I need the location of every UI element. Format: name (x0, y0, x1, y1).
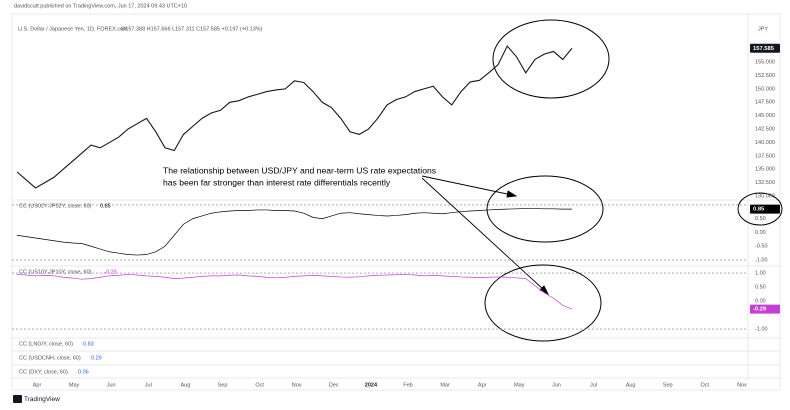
indicator-title: CC (LNG/Y, close, 60) (19, 341, 73, 347)
y-tick-label: -0.50 (755, 244, 768, 250)
indicator-value: 0.29 (91, 355, 102, 361)
annotation-line: has been far stronger than interest rate… (163, 177, 391, 187)
highlight-circles (484, 19, 783, 342)
indicator-title: CC (USDCNH, close, 60) (19, 355, 81, 361)
arrows (421, 175, 550, 296)
x-tick-label: Sep (218, 382, 228, 388)
brand-name: TradingView (24, 396, 60, 403)
x-tick-label: Jul (590, 382, 597, 388)
y-tick-label: -1.00 (755, 327, 768, 333)
y-tick-label: 132.500 (755, 180, 775, 186)
series-line (16, 274, 573, 310)
y-tick-label: 130.000 (755, 193, 775, 199)
x-tick-label: Oct (255, 382, 264, 388)
x-tick-label: Apr (33, 382, 42, 388)
x-tick-label: Aug (626, 382, 636, 388)
x-tick-label: Dec (329, 382, 339, 388)
last-value-label: 157.585 (753, 46, 775, 52)
y-tick-label: 0.50 (755, 216, 766, 222)
y-tick-label: -1.00 (755, 257, 768, 263)
indicator-title: CC (DXY, close, 60) (19, 369, 68, 375)
y-tick-label: 135.000 (755, 167, 775, 173)
series-line (16, 45, 573, 189)
last-value-box (750, 43, 780, 53)
indicator-title: CC (US02Y-JP02Y, close, 60) (19, 203, 92, 209)
y-tick-label: 142.500 (755, 127, 775, 133)
y-tick-label: 0.00 (755, 299, 766, 305)
indicator-value: 0.83 (83, 341, 94, 347)
x-tick-label: Jun (552, 382, 561, 388)
brand-logo: TradingView (13, 395, 60, 403)
highlight-ellipse (486, 175, 604, 243)
last-value-box (750, 204, 780, 214)
y-tick-label: 150.000 (755, 86, 775, 92)
y-tick-label: 140.000 (755, 140, 775, 146)
x-tick-label: Oct (701, 382, 710, 388)
indicator-value: 0.85 (100, 203, 111, 209)
y-tick-label: 145.000 (755, 113, 775, 119)
indicator-value: -0.29 (104, 269, 117, 275)
y-tick-label: 152.500 (755, 73, 775, 79)
x-tick-label: Aug (181, 382, 191, 388)
y-tick-label: 0.00 (755, 230, 766, 236)
x-tick-label: May (514, 382, 525, 388)
quote-values: O157.388 H157.666 L157.311 C157.585 +0.1… (121, 26, 263, 32)
x-tick-label: Nov (292, 382, 302, 388)
arrow-head (539, 285, 550, 296)
publisher-note: davidscutt published on TradingView.com,… (14, 3, 187, 9)
x-tick-label: Apr (478, 382, 487, 388)
last-value-label: 0.85 (753, 207, 765, 213)
last-value-box (750, 304, 780, 314)
x-tick-label: Sep (663, 382, 673, 388)
annotation-line: The relationship between USD/JPY and nea… (163, 165, 436, 175)
indicator-title: CC (US10Y-JP10Y, close, 60) (19, 269, 92, 275)
x-tick-label: May (69, 382, 80, 388)
y-tick-label: 1.00 (755, 270, 766, 276)
highlight-ellipse (737, 192, 783, 226)
x-tick-label: 2024 (365, 382, 378, 388)
symbol-title: U.S. Dollar / Japanese Yen, 1D, FOREX.co… (18, 26, 128, 32)
y-tick-label: 0.50 (755, 285, 766, 291)
y-tick-label: 155.000 (755, 60, 775, 66)
indicator-value: 0.06 (78, 369, 89, 375)
logo-mark (13, 395, 22, 403)
arrow-line (421, 175, 513, 196)
currency-label: JPY (758, 26, 768, 32)
highlight-ellipse (492, 19, 610, 99)
arrow-head (506, 190, 518, 198)
x-tick-label: Nov (737, 382, 747, 388)
x-tick-label: Jul (145, 382, 152, 388)
highlight-ellipse (484, 264, 602, 342)
last-value-label: -0.29 (753, 307, 767, 313)
arrow-line (421, 177, 545, 291)
y-tick-label: 137.500 (755, 153, 775, 159)
y-tick-label: 147.500 (755, 100, 775, 106)
x-tick-label: Feb (403, 382, 412, 388)
series-line (16, 208, 572, 256)
x-tick-label: Jun (107, 382, 116, 388)
x-tick-label: Mar (440, 382, 450, 388)
